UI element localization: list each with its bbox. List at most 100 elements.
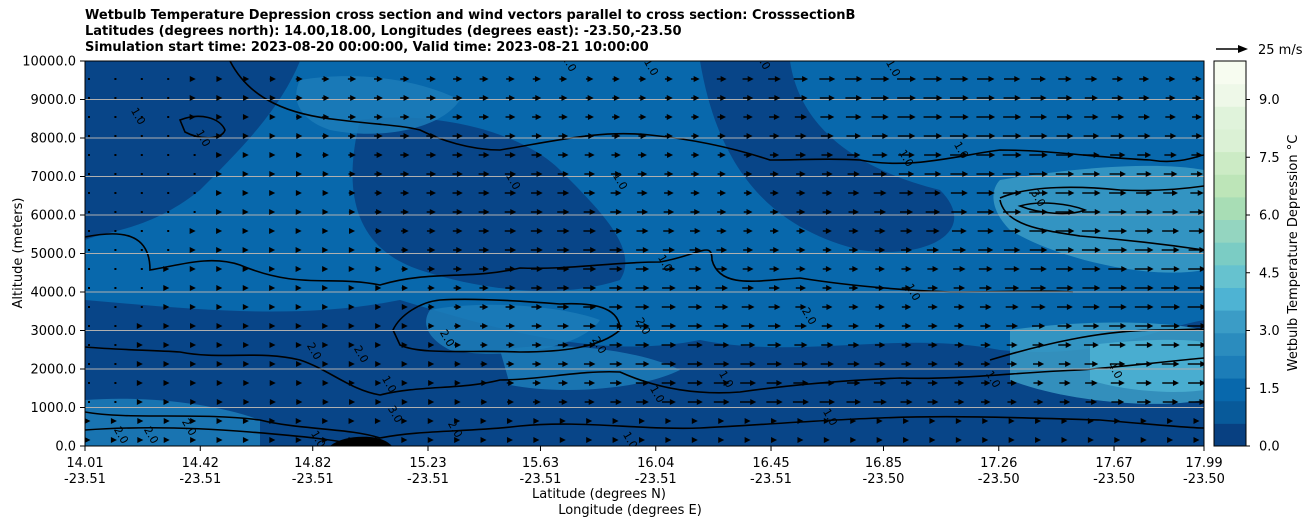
wind-vector bbox=[347, 76, 357, 82]
colorbar-segment bbox=[1214, 378, 1246, 402]
wind-vector bbox=[687, 361, 703, 367]
wind-vector bbox=[1108, 285, 1128, 291]
wind-vector bbox=[349, 228, 356, 234]
wind-vector bbox=[295, 76, 303, 82]
wind-vector bbox=[665, 114, 673, 120]
wind-vector bbox=[190, 342, 197, 348]
wind-vector bbox=[688, 285, 702, 291]
wind-vector bbox=[216, 228, 223, 234]
wind-vector bbox=[1187, 285, 1204, 291]
wind-vector bbox=[426, 171, 437, 177]
wind-vector bbox=[903, 418, 910, 424]
wind-vector bbox=[611, 133, 621, 139]
wind-vector bbox=[1087, 418, 1094, 424]
wind-vector bbox=[901, 361, 912, 367]
wind-vector bbox=[140, 192, 143, 194]
wind-vector bbox=[609, 361, 623, 367]
wind-vector bbox=[557, 228, 570, 234]
wind-vector bbox=[638, 114, 647, 120]
wind-vector bbox=[242, 114, 249, 120]
wind-vector bbox=[981, 380, 991, 386]
wind-reference-label: 25 m/s bbox=[1258, 43, 1303, 58]
wind-vector bbox=[452, 152, 463, 158]
wind-vector bbox=[480, 437, 487, 443]
wind-vector bbox=[1108, 247, 1128, 253]
field-region bbox=[700, 61, 955, 252]
wind-vector bbox=[822, 228, 832, 234]
wind-vector bbox=[216, 190, 223, 196]
colorbar-tick-label: 7.5 bbox=[1259, 151, 1280, 166]
wind-vector bbox=[1165, 95, 1176, 101]
wind-vector bbox=[718, 437, 725, 443]
wind-vector bbox=[1111, 399, 1125, 405]
wind-vector bbox=[507, 399, 514, 405]
wind-vector bbox=[822, 247, 832, 253]
wind-vector bbox=[874, 342, 886, 348]
wind-vector bbox=[114, 211, 117, 213]
wind-vector bbox=[714, 323, 729, 329]
wind-vector bbox=[269, 266, 276, 272]
wind-vector bbox=[322, 228, 329, 234]
wind-vector bbox=[269, 228, 276, 234]
wind-reference-key: 25 m/s bbox=[1216, 43, 1303, 58]
wind-vector bbox=[1030, 114, 1048, 120]
wind-vector bbox=[875, 323, 886, 329]
wind-vector bbox=[167, 249, 170, 251]
wind-vector bbox=[190, 418, 197, 424]
wind-vector bbox=[1161, 247, 1180, 253]
wind-vector bbox=[1057, 323, 1073, 329]
wind-vector bbox=[269, 361, 276, 367]
wind-vector bbox=[295, 304, 302, 310]
contour-line bbox=[85, 427, 361, 446]
wind-vector bbox=[322, 133, 330, 139]
wind-vector bbox=[743, 152, 753, 158]
wind-vector bbox=[296, 133, 303, 139]
wind-vector bbox=[163, 304, 170, 310]
wind-vector bbox=[110, 418, 117, 424]
plot-area: 1.01.01.0 1.0 1.0 1.01.0 1.01.0 1.03.01.01.02… bbox=[84, 60, 1205, 447]
wind-vector bbox=[636, 399, 649, 405]
wind-vector bbox=[167, 192, 170, 194]
x-tick-label-lat: 15.23 bbox=[409, 456, 446, 471]
wind-vector bbox=[114, 230, 117, 232]
wind-vector bbox=[874, 209, 887, 215]
wind-vector bbox=[1108, 209, 1127, 215]
colorbar-segment bbox=[1214, 264, 1246, 288]
wind-vector bbox=[743, 190, 753, 196]
wind-vector bbox=[1135, 361, 1153, 367]
wind-vector bbox=[662, 285, 676, 291]
wind-vector bbox=[1138, 95, 1150, 101]
wind-vector bbox=[924, 152, 942, 158]
wind-vector bbox=[374, 152, 383, 158]
wind-vector bbox=[1083, 152, 1100, 158]
wind-vector bbox=[822, 209, 833, 215]
wind-vector bbox=[690, 228, 701, 234]
wind-vector bbox=[296, 114, 303, 120]
wind-vector bbox=[530, 209, 543, 215]
wind-vector bbox=[585, 76, 594, 82]
wind-vector bbox=[478, 247, 490, 253]
wind-vector bbox=[664, 190, 674, 196]
wind-vector bbox=[375, 361, 382, 367]
wind-vector bbox=[136, 361, 143, 367]
wind-vector bbox=[193, 192, 196, 194]
wind-vector bbox=[88, 230, 90, 232]
wind-vector bbox=[1110, 380, 1125, 386]
wind-vector bbox=[1109, 190, 1127, 196]
wind-vector bbox=[88, 249, 90, 251]
wind-vector bbox=[114, 249, 117, 251]
wind-vector bbox=[426, 95, 437, 101]
colorbar-tick-label: 3.0 bbox=[1259, 324, 1280, 339]
wind-vector bbox=[242, 171, 249, 177]
x-tick-label-lat: 16.04 bbox=[637, 456, 674, 471]
wind-vector bbox=[743, 209, 753, 215]
wind-vector bbox=[610, 399, 622, 405]
wind-vector bbox=[767, 361, 782, 367]
wind-vector bbox=[662, 266, 676, 272]
wind-vector bbox=[1002, 190, 1022, 196]
wind-vector bbox=[845, 76, 863, 82]
wind-vector bbox=[871, 95, 890, 101]
wind-vector bbox=[1114, 418, 1121, 424]
wind-vector bbox=[479, 266, 489, 272]
